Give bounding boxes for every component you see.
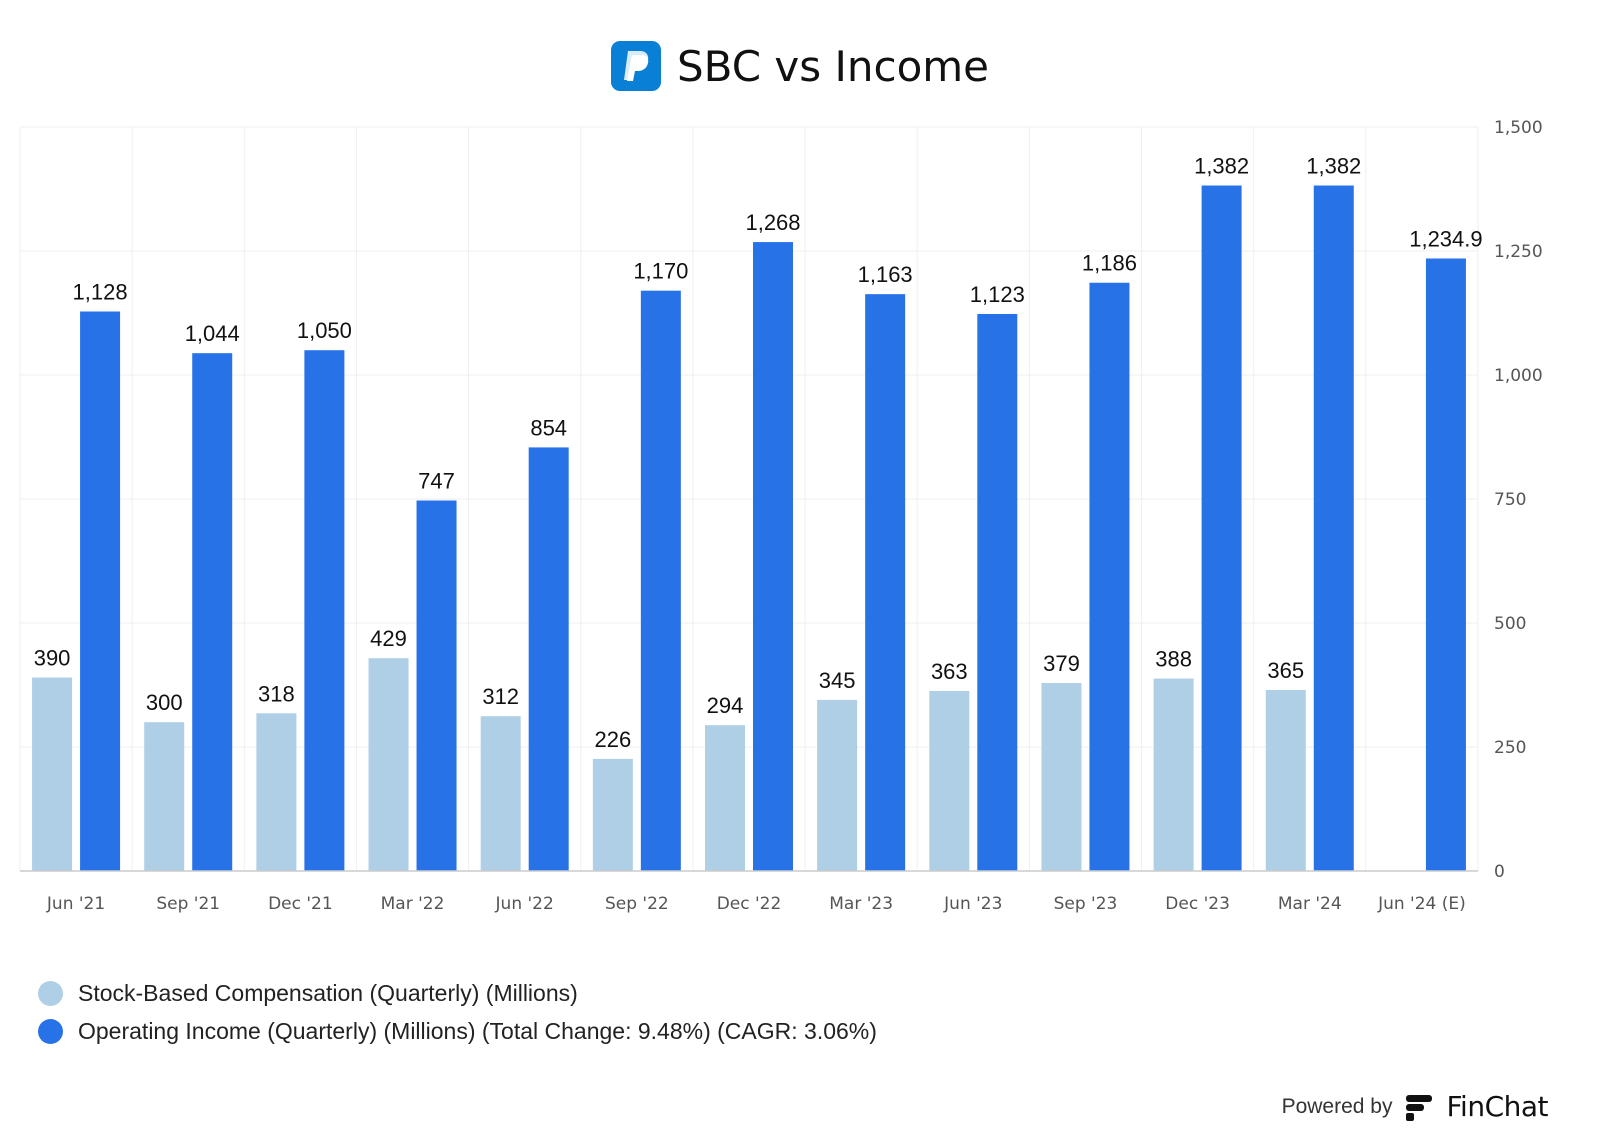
bar-operating-income[interactable]: [80, 311, 121, 872]
data-label-sbc: 429: [370, 626, 407, 651]
data-label-operating-income: 1,186: [1082, 251, 1137, 276]
bar-sbc[interactable]: [1265, 689, 1306, 871]
legend-dot-sbc: [38, 980, 63, 1006]
bar-sbc[interactable]: [705, 725, 745, 871]
data-label-sbc: 300: [146, 690, 183, 715]
chart-title: SBC vs Income: [676, 41, 990, 91]
legend-item-sbc[interactable]: Stock-Based Compensation (Quarterly) (Mi…: [38, 974, 877, 1012]
legend-item-operating-income[interactable]: Operating Income (Quarterly) (Millions) …: [38, 1012, 877, 1050]
data-label-sbc: 390: [34, 646, 71, 671]
data-label-operating-income: 1,128: [73, 280, 128, 305]
data-label-operating-income: 1,163: [858, 262, 913, 287]
bar-operating-income[interactable]: [1201, 185, 1242, 871]
bar-operating-income[interactable]: [1425, 258, 1466, 871]
data-label-sbc: 312: [482, 684, 519, 709]
bar-operating-income[interactable]: [1313, 185, 1354, 871]
x-tick-label: Mar '22: [381, 894, 445, 914]
legend-dot-operating-income: [38, 1018, 63, 1044]
y-tick-label: 0: [1494, 862, 1505, 882]
data-label-sbc: 318: [258, 681, 295, 706]
bar-operating-income[interactable]: [528, 447, 569, 871]
x-tick-label: Sep '23: [1054, 894, 1118, 914]
y-tick-label: 750: [1494, 490, 1526, 510]
bar-sbc[interactable]: [592, 758, 633, 871]
x-tick-label: Dec '23: [1165, 894, 1230, 914]
x-tick-label: Mar '23: [829, 894, 893, 914]
bar-sbc[interactable]: [32, 677, 73, 871]
y-tick-label: 1,500: [1494, 118, 1543, 138]
data-label-sbc: 379: [1043, 651, 1080, 676]
powered-by-footer[interactable]: Powered by FinChat: [1281, 1090, 1549, 1123]
powered-by-text: Powered by: [1281, 1094, 1393, 1118]
bar-sbc[interactable]: [480, 716, 521, 871]
legend-label-operating-income: Operating Income (Quarterly) (Millions) …: [78, 1017, 877, 1044]
bar-sbc[interactable]: [817, 699, 858, 871]
bar-operating-income[interactable]: [640, 290, 681, 871]
x-tick-label: Dec '22: [717, 894, 782, 914]
data-label-operating-income: 1,044: [185, 321, 240, 346]
bar-sbc[interactable]: [1153, 678, 1194, 871]
bar-sbc[interactable]: [1041, 683, 1082, 871]
data-label-operating-income: 854: [530, 415, 567, 440]
data-labels: 390 1,128 300 1,044 318 1,050 429 747 312 854 226 1…: [34, 154, 1483, 752]
x-tick-label: Sep '22: [605, 894, 669, 914]
data-label-operating-income: 747: [418, 468, 455, 493]
x-tick-label: Jun '21: [46, 894, 105, 914]
data-label-operating-income: 1,050: [297, 318, 352, 343]
bar-operating-income[interactable]: [865, 294, 906, 872]
bar-operating-income[interactable]: [304, 350, 345, 871]
data-label-sbc: 226: [594, 727, 631, 752]
bars: [32, 185, 1466, 872]
bar-sbc[interactable]: [144, 722, 185, 871]
y-tick-label: 500: [1494, 614, 1526, 634]
x-tick-label: Jun '22: [495, 894, 554, 914]
x-tick-label: Jun '24 (E): [1377, 894, 1466, 914]
bar-sbc[interactable]: [256, 713, 297, 871]
x-axis-ticks: Jun '21 Sep '21 Dec '21 Mar '22 Jun '22 Sep '…: [46, 894, 1466, 914]
bar-operating-income[interactable]: [416, 500, 457, 871]
data-label-sbc: 365: [1267, 658, 1304, 683]
x-tick-label: Mar '24: [1278, 894, 1342, 914]
finchat-logo-icon: [1406, 1094, 1433, 1121]
data-label-operating-income: 1,170: [633, 259, 688, 284]
data-label-operating-income: 1,382: [1194, 154, 1249, 179]
y-tick-label: 1,250: [1494, 242, 1543, 262]
bar-operating-income[interactable]: [1089, 282, 1130, 871]
y-axis-ticks: 0 250 500 750 1,000 1,250 1,500: [1494, 118, 1543, 882]
y-tick-label: 250: [1494, 738, 1526, 758]
bar-operating-income[interactable]: [753, 242, 793, 871]
x-tick-label: Dec '21: [268, 894, 333, 914]
bar-sbc[interactable]: [929, 690, 970, 871]
legend-label-sbc: Stock-Based Compensation (Quarterly) (Mi…: [78, 979, 578, 1006]
legend: Stock-Based Compensation (Quarterly) (Mi…: [38, 974, 877, 1050]
y-tick-label: 1,000: [1494, 366, 1543, 386]
paypal-logo-icon: [610, 41, 661, 91]
grid-lines: [19, 126, 1479, 872]
x-tick-label: Jun '23: [943, 894, 1002, 914]
data-label-operating-income: 1,268: [745, 210, 800, 235]
bar-operating-income[interactable]: [977, 313, 1018, 871]
data-label-sbc: 345: [819, 668, 856, 693]
chart-title-area: SBC vs Income: [0, 36, 1600, 96]
finchat-brand: FinChat: [1446, 1090, 1548, 1123]
bar-sbc[interactable]: [368, 658, 409, 871]
data-label-sbc: 363: [931, 659, 968, 684]
data-label-sbc: 294: [707, 693, 744, 718]
data-label-operating-income: 1,123: [970, 282, 1025, 307]
data-label-operating-income: 1,382: [1306, 154, 1361, 179]
data-label-sbc: 388: [1155, 647, 1192, 672]
bar-operating-income[interactable]: [192, 353, 233, 871]
bar-chart: 0 250 500 750 1,000 1,250 1,500 390 1,128 300 1,0…: [19, 118, 1543, 914]
data-label-operating-income: 1,234.9: [1409, 226, 1482, 251]
x-tick-label: Sep '21: [156, 894, 220, 914]
